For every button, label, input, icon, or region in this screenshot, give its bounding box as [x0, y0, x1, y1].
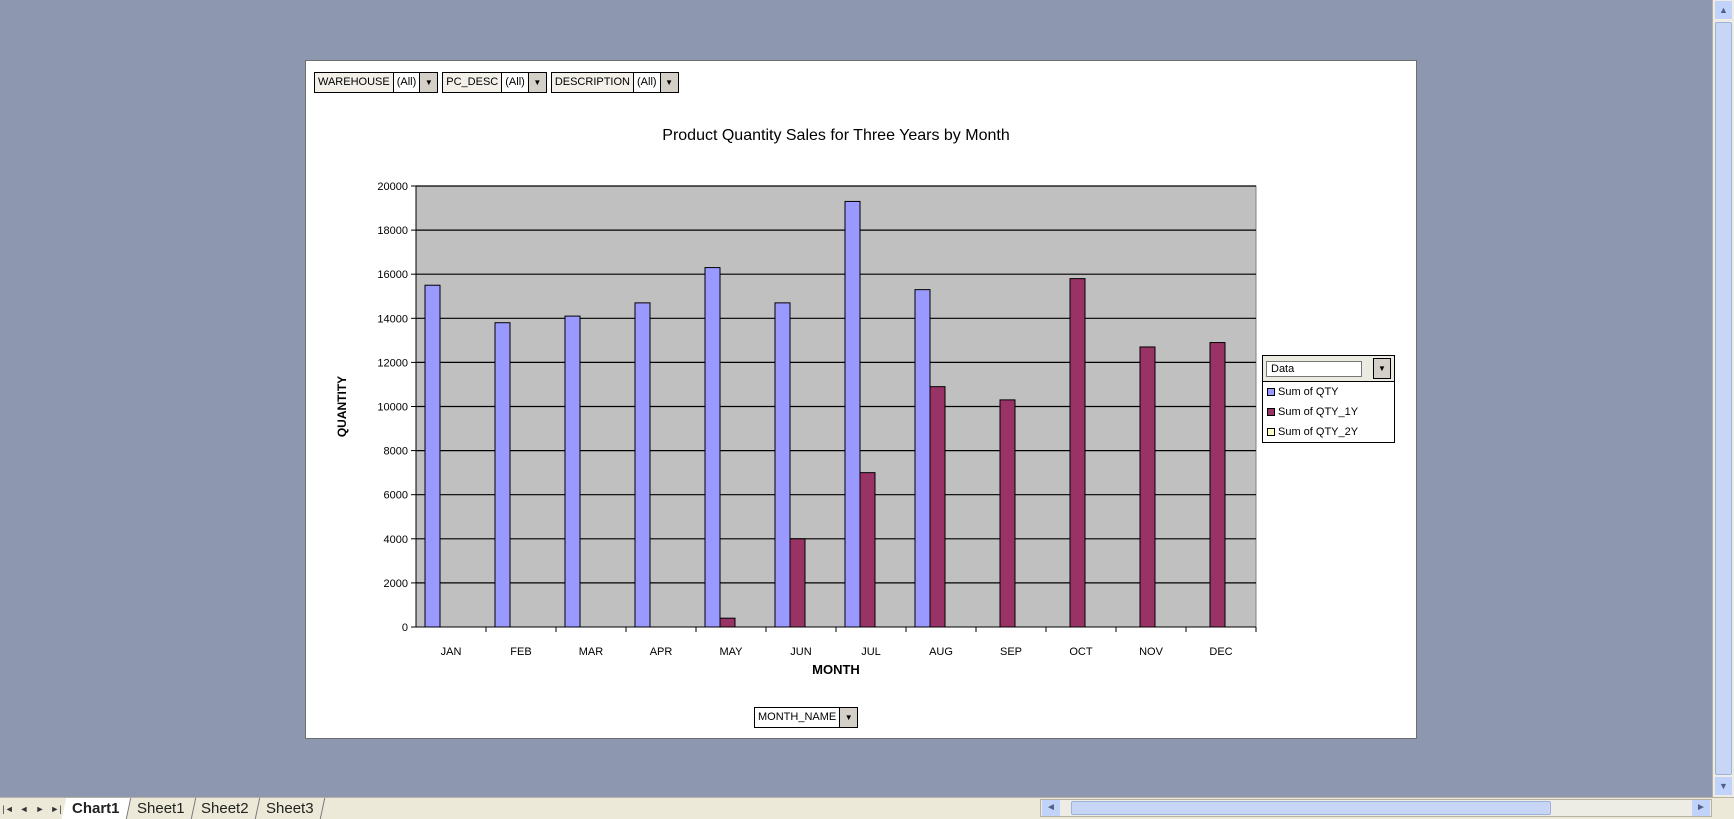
- bar: [1069, 278, 1086, 628]
- page-field-description-name[interactable]: DESCRIPTION: [550, 72, 634, 93]
- page-field-warehouse-value: (All): [393, 72, 421, 93]
- tab-sheet3[interactable]: Sheet3: [255, 798, 325, 819]
- horizontal-scroll-thumb[interactable]: [1071, 801, 1551, 815]
- y-tick-label: 20000: [377, 181, 408, 193]
- bar: [774, 302, 791, 628]
- tab-chart1[interactable]: Chart1: [61, 798, 131, 819]
- x-tick-label: AUG: [929, 646, 953, 658]
- x-tick-label: NOV: [1139, 646, 1164, 658]
- legend-swatch-qty-1y: [1267, 408, 1275, 416]
- bar: [844, 200, 861, 628]
- tab-sheet3-label: Sheet3: [265, 800, 314, 817]
- legend-label-qty-2y: Sum of QTY_2Y: [1278, 426, 1359, 438]
- legend-header: Data ▼: [1263, 356, 1394, 382]
- bar: [1209, 342, 1226, 628]
- legend-entry-qty-2y: Sum of QTY_2Y: [1263, 422, 1394, 442]
- chart-title: Product Quantity Sales for Three Years b…: [662, 127, 1009, 144]
- x-tick-label: FEB: [510, 646, 531, 658]
- first-sheet-icon[interactable]: |◄: [2, 803, 14, 814]
- tab-sheet1[interactable]: Sheet1: [126, 798, 196, 819]
- bar: [704, 267, 721, 628]
- page-field-description: DESCRIPTION (All) ▼: [550, 72, 679, 93]
- bar: [859, 472, 876, 628]
- y-axis-label: QUANTITY: [335, 376, 349, 437]
- legend-entry-qty: Sum of QTY: [1263, 382, 1394, 402]
- prev-sheet-icon[interactable]: ◄: [19, 803, 29, 814]
- page-field-warehouse: WAREHOUSE (All) ▼: [314, 72, 439, 93]
- bar: [929, 386, 946, 628]
- page-field-pc-desc-value: (All): [502, 72, 529, 93]
- y-tick-label: 16000: [377, 269, 408, 281]
- x-tick-label: MAY: [719, 646, 743, 658]
- vertical-scrollbar[interactable]: ▲ ▼: [1712, 0, 1734, 797]
- tab-sheet2-label: Sheet2: [201, 800, 249, 817]
- page-fields: WAREHOUSE (All) ▼ PC_DESC (All) ▼ DESCRI…: [314, 72, 679, 93]
- bar: [494, 322, 511, 628]
- row-field-dropdown[interactable]: ▼: [840, 707, 859, 728]
- x-tick-label: JAN: [441, 646, 462, 658]
- tab-sheet1-label: Sheet1: [136, 800, 185, 817]
- scroll-down-icon[interactable]: ▼: [1715, 777, 1732, 795]
- page-field-pc-desc: PC_DESC (All) ▼: [442, 72, 547, 93]
- y-tick-label: 0: [402, 622, 408, 634]
- scroll-left-icon[interactable]: ◄: [1042, 800, 1060, 816]
- y-tick-label: 18000: [377, 225, 408, 237]
- horizontal-scrollbar[interactable]: ◄ ►: [1040, 799, 1712, 817]
- y-tick-label: 10000: [377, 402, 408, 414]
- x-tick-label: DEC: [1209, 646, 1232, 658]
- legend-swatch-qty-2y: [1267, 428, 1275, 436]
- row-field: MONTH_NAME ▼: [754, 707, 859, 728]
- chart-area[interactable]: Product Quantity Sales for Three Years b…: [305, 60, 1417, 739]
- bar: [634, 302, 651, 628]
- page-field-pc-desc-dropdown[interactable]: ▼: [528, 72, 547, 93]
- bar: [789, 538, 806, 628]
- chart-plot: Product Quantity Sales for Three Years b…: [335, 127, 1257, 677]
- y-tick-label: 8000: [384, 446, 408, 458]
- y-tick-label: 12000: [377, 357, 408, 369]
- chart-legend: Data ▼ Sum of QTY Sum of QTY_1Y Sum of Q…: [1262, 355, 1395, 443]
- bar: [424, 284, 441, 628]
- legend-swatch-qty: [1267, 388, 1275, 396]
- x-axis-label: MONTH: [812, 662, 860, 677]
- x-tick-label: JUN: [790, 646, 811, 658]
- y-tick-label: 2000: [384, 578, 408, 590]
- vertical-scroll-thumb[interactable]: [1715, 22, 1732, 775]
- bar: [999, 399, 1016, 628]
- legend-entry-qty-1y: Sum of QTY_1Y: [1263, 402, 1394, 422]
- scroll-up-icon[interactable]: ▲: [1715, 1, 1732, 19]
- bar: [1139, 346, 1156, 628]
- scroll-right-icon[interactable]: ►: [1692, 800, 1710, 816]
- y-tick-label: 14000: [377, 313, 408, 325]
- bar: [564, 315, 581, 628]
- x-tick-label: APR: [650, 646, 673, 658]
- next-sheet-icon[interactable]: ►: [35, 803, 45, 814]
- x-tick-label: MAR: [579, 646, 604, 658]
- last-sheet-icon[interactable]: ►|: [50, 803, 62, 814]
- y-tick-label: 6000: [384, 490, 408, 502]
- page-field-warehouse-dropdown[interactable]: ▼: [420, 72, 439, 93]
- chart-sheet: Product Quantity Sales for Three Years b…: [305, 60, 1417, 739]
- x-tick-label: OCT: [1069, 646, 1093, 658]
- page-field-pc-desc-name[interactable]: PC_DESC: [442, 72, 503, 93]
- x-tick-label: JUL: [861, 646, 881, 658]
- row-field-month-name[interactable]: MONTH_NAME: [754, 707, 841, 728]
- bar: [914, 289, 931, 628]
- legend-label-qty: Sum of QTY: [1278, 386, 1339, 398]
- y-tick-label: 4000: [384, 534, 408, 546]
- page-field-description-value: (All): [634, 72, 661, 93]
- x-tick-label: SEP: [1000, 646, 1022, 658]
- tab-chart1-label: Chart1: [72, 800, 120, 817]
- bar: [719, 617, 736, 628]
- page-field-description-dropdown[interactable]: ▼: [660, 72, 679, 93]
- tab-sheet2[interactable]: Sheet2: [190, 798, 260, 819]
- legend-dropdown[interactable]: ▼: [1373, 358, 1391, 379]
- legend-data-field[interactable]: Data: [1266, 360, 1362, 377]
- page-field-warehouse-name[interactable]: WAREHOUSE: [314, 72, 394, 93]
- legend-label-qty-1y: Sum of QTY_1Y: [1278, 406, 1359, 418]
